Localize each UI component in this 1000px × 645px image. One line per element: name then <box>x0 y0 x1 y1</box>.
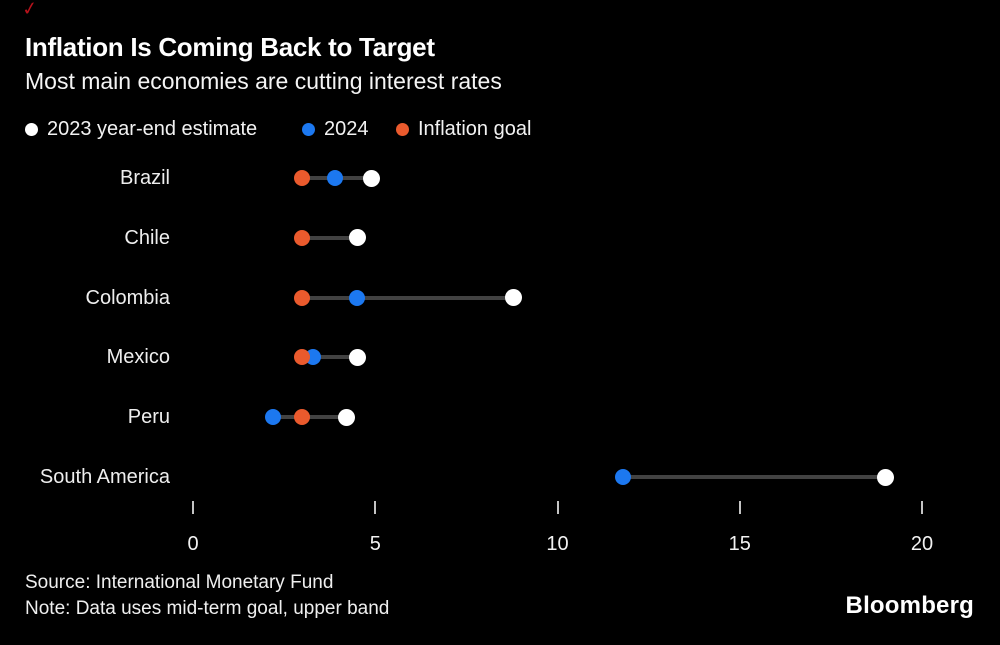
dot-2024-colombia <box>349 289 366 306</box>
dot-goal-brazil <box>294 170 311 186</box>
note-text: Note: Data uses mid-term goal, upper ban… <box>25 598 390 619</box>
legend-label: 2024 <box>324 117 369 140</box>
x-axis-tick <box>556 501 559 514</box>
dot-2023-chile <box>348 229 366 247</box>
dot-goal-colombia <box>294 289 311 306</box>
legend-label: 2023 year-end estimate <box>47 117 258 140</box>
x-axis-tick-label: 20 <box>910 533 934 555</box>
dot-goal-mexico <box>294 349 311 366</box>
source-text: Source: International Monetary Fund <box>25 572 334 593</box>
connector-line <box>302 235 358 240</box>
x-axis-tick <box>374 501 377 514</box>
legend-item-estimate-2024: 2024 <box>302 117 369 141</box>
dot-2024-brazil <box>327 170 344 186</box>
red-check-annotation: ✓ <box>20 0 40 22</box>
dot-goal-peru <box>294 409 311 426</box>
dot-2024-south-america <box>615 469 632 485</box>
legend-item-inflation-goal: Inflation goal <box>396 117 531 141</box>
connector-line <box>302 355 358 360</box>
dot-goal-chile <box>294 229 311 246</box>
legend-dot-estimate-2023 <box>25 122 38 136</box>
row-label-south-america: South America <box>39 466 170 488</box>
dot-2023-peru <box>337 408 355 426</box>
x-axis-tick-label: 10 <box>546 533 569 555</box>
dot-2023-brazil <box>363 169 381 187</box>
dot-2023-south-america <box>877 468 895 486</box>
dot-2024-peru <box>265 409 282 426</box>
x-axis-tick-label: 15 <box>728 533 751 555</box>
legend-dot-estimate-2024 <box>302 122 315 136</box>
x-axis-tick <box>192 501 194 514</box>
bloomberg-logo: Bloomberg <box>845 592 974 619</box>
page-subtitle: Most main economies are cutting interest… <box>25 68 502 94</box>
row-label-colombia: Colombia <box>85 286 170 309</box>
x-axis-tick-label: 0 <box>187 533 199 555</box>
row-label-brazil: Brazil <box>119 167 170 189</box>
connector-line <box>302 295 514 300</box>
dot-2023-colombia <box>505 289 523 307</box>
row-label-mexico: Mexico <box>106 346 170 369</box>
page-title: Inflation Is Coming Back to Target <box>25 32 435 62</box>
x-axis-tick-label: 5 <box>369 533 381 555</box>
x-axis-tick <box>738 501 741 514</box>
legend-dot-inflation-goal <box>396 122 409 136</box>
row-label-peru: Peru <box>127 406 170 429</box>
dot-2023-mexico <box>348 348 366 366</box>
legend-label: Inflation goal <box>418 117 532 140</box>
x-axis-tick <box>921 501 923 514</box>
row-label-chile: Chile <box>124 226 170 249</box>
connector-line <box>623 475 886 479</box>
legend-item-estimate-2023: 2023 year-end estimate <box>25 117 257 141</box>
